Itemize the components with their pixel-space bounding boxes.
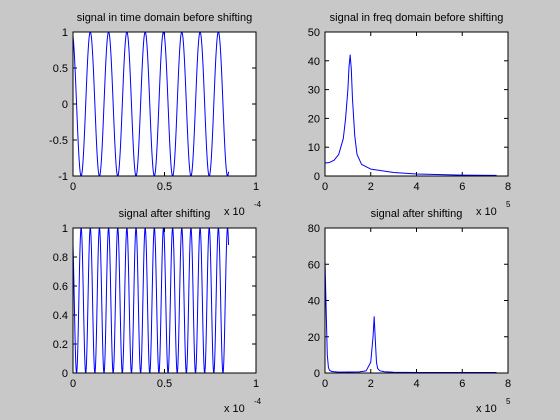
axes-frame [72, 227, 257, 374]
x-axis-multiplier: x 10 [224, 206, 245, 218]
y-tick-label: 20 [308, 113, 320, 125]
x-tick-label: 8 [505, 378, 511, 390]
x-tick-label: 0.5 [157, 181, 172, 193]
axes-frame [324, 227, 509, 374]
y-tick-label: 0.2 [53, 339, 68, 351]
x-tick-label: 0 [322, 378, 328, 390]
subplot-title: signal after shifting [371, 208, 463, 220]
x-tick-label: 2 [368, 181, 374, 193]
y-tick-label: 1 [62, 27, 68, 39]
y-tick-label: 40 [308, 56, 320, 68]
y-tick-label: 0.6 [53, 281, 68, 293]
x-tick-label: 4 [413, 181, 419, 193]
y-tick-label: 30 [308, 85, 320, 97]
x-tick-label: 0.5 [157, 378, 172, 390]
x-tick-label: 0 [322, 181, 328, 193]
y-tick-label: 0 [62, 99, 68, 111]
x-tick-label: 6 [459, 181, 465, 193]
x-tick-label: 8 [505, 181, 511, 193]
x-tick-label: 0 [70, 378, 76, 390]
y-tick-label: 0.5 [53, 63, 68, 75]
plot-area [325, 32, 508, 176]
subplot-title: signal in freq domain before shifting [330, 12, 504, 24]
x-axis-multiplier-exponent: -4 [254, 397, 262, 406]
y-tick-label: 0 [314, 368, 320, 380]
y-tick-label: 60 [308, 259, 320, 271]
plot-area [325, 228, 508, 373]
y-tick-label: 50 [308, 27, 320, 39]
x-axis-multiplier: x 10 [476, 206, 497, 218]
x-axis-multiplier: x 10 [224, 403, 245, 415]
subplot-2: signal in freq domain before shifting 0 2 4… [308, 12, 511, 218]
y-tick-label: -0.5 [49, 135, 68, 147]
subplot-3: signal after shifting 0 0.5 1 0 0.2 0.4 0.6 0.8 1… [53, 208, 262, 415]
series-line [72, 31, 230, 177]
subplot-title: signal after shifting [119, 208, 211, 220]
y-tick-label: 1 [62, 223, 68, 235]
subplot-1: signal in time domain before shifting 0 0.… [49, 12, 262, 218]
y-tick-label: 40 [308, 296, 320, 308]
axes-frame [324, 31, 509, 177]
series-line [72, 227, 230, 374]
subplot-title: signal in time domain before shifting [77, 12, 252, 24]
series-line [324, 260, 497, 373]
y-tick-label: 0 [314, 171, 320, 183]
x-tick-label: 4 [413, 378, 419, 390]
x-tick-label: 2 [368, 378, 374, 390]
x-tick-label: 6 [459, 378, 465, 390]
axes-frame [72, 31, 257, 177]
y-tick-label: 10 [308, 142, 320, 154]
y-tick-label: 0.8 [53, 252, 68, 264]
x-tick-label: 0 [70, 181, 76, 193]
plot-area [73, 32, 256, 176]
y-tick-label: 80 [308, 223, 320, 235]
x-tick-label: 1 [253, 378, 259, 390]
x-axis-multiplier-exponent: 5 [506, 397, 511, 406]
x-axis-multiplier: x 10 [476, 403, 497, 415]
x-axis-multiplier-exponent: -4 [254, 200, 262, 209]
y-tick-label: 20 [308, 332, 320, 344]
y-tick-label: -1 [58, 171, 68, 183]
y-tick-label: 0.4 [53, 310, 68, 322]
x-tick-label: 1 [253, 181, 259, 193]
x-axis-multiplier-exponent: 5 [506, 200, 511, 209]
y-tick-label: 0 [62, 368, 68, 380]
series-line [324, 54, 497, 176]
